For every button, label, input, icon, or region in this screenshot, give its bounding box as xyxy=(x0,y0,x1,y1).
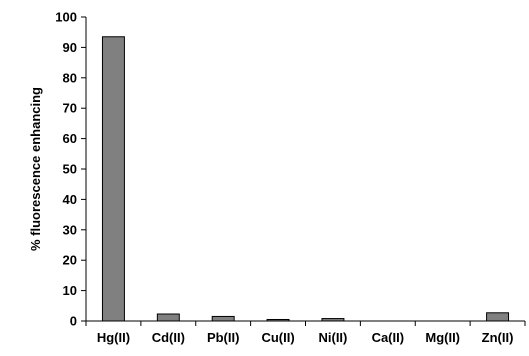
x-category-label: Cu(II) xyxy=(261,330,294,345)
bar-pbii xyxy=(211,315,235,322)
bar-cdii xyxy=(156,313,180,322)
y-tick-labels-group: 0 10 20 30 40 50 60 70 80 90 100 xyxy=(55,10,77,329)
bars-group xyxy=(101,36,510,322)
bar-znii xyxy=(486,312,510,322)
x-ticks-group xyxy=(85,321,526,326)
y-tick-label: 80 xyxy=(63,70,77,85)
x-category-label: Cd(II) xyxy=(152,330,185,345)
y-tick-label: 0 xyxy=(70,314,77,329)
y-tick-label: 30 xyxy=(63,222,77,237)
y-tick-label: 60 xyxy=(63,131,77,146)
y-ticks-group xyxy=(81,16,86,322)
x-category-label: Pb(II) xyxy=(207,330,240,345)
bar-hgii xyxy=(101,36,125,322)
y-tick-label: 50 xyxy=(63,162,77,177)
x-category-labels-group: Hg(II) Cd(II) Pb(II) Cu(II) Ni(II) Ca(II) Mg(I… xyxy=(97,330,514,345)
y-axis-title: % fluorescence enhancing xyxy=(28,87,43,251)
y-tick-label: 10 xyxy=(63,283,77,298)
y-tick-label: 70 xyxy=(63,101,77,116)
x-category-label: Zn(II) xyxy=(482,330,514,345)
y-tick-label: 100 xyxy=(55,10,77,25)
x-category-label: Ni(II) xyxy=(318,330,347,345)
x-category-label: Ca(II) xyxy=(372,330,405,345)
y-tick-label: 90 xyxy=(63,40,77,55)
x-category-label: Hg(II) xyxy=(97,330,130,345)
x-category-label: Mg(II) xyxy=(425,330,460,345)
y-tick-label: 20 xyxy=(63,253,77,268)
y-tick-label: 40 xyxy=(63,192,77,207)
